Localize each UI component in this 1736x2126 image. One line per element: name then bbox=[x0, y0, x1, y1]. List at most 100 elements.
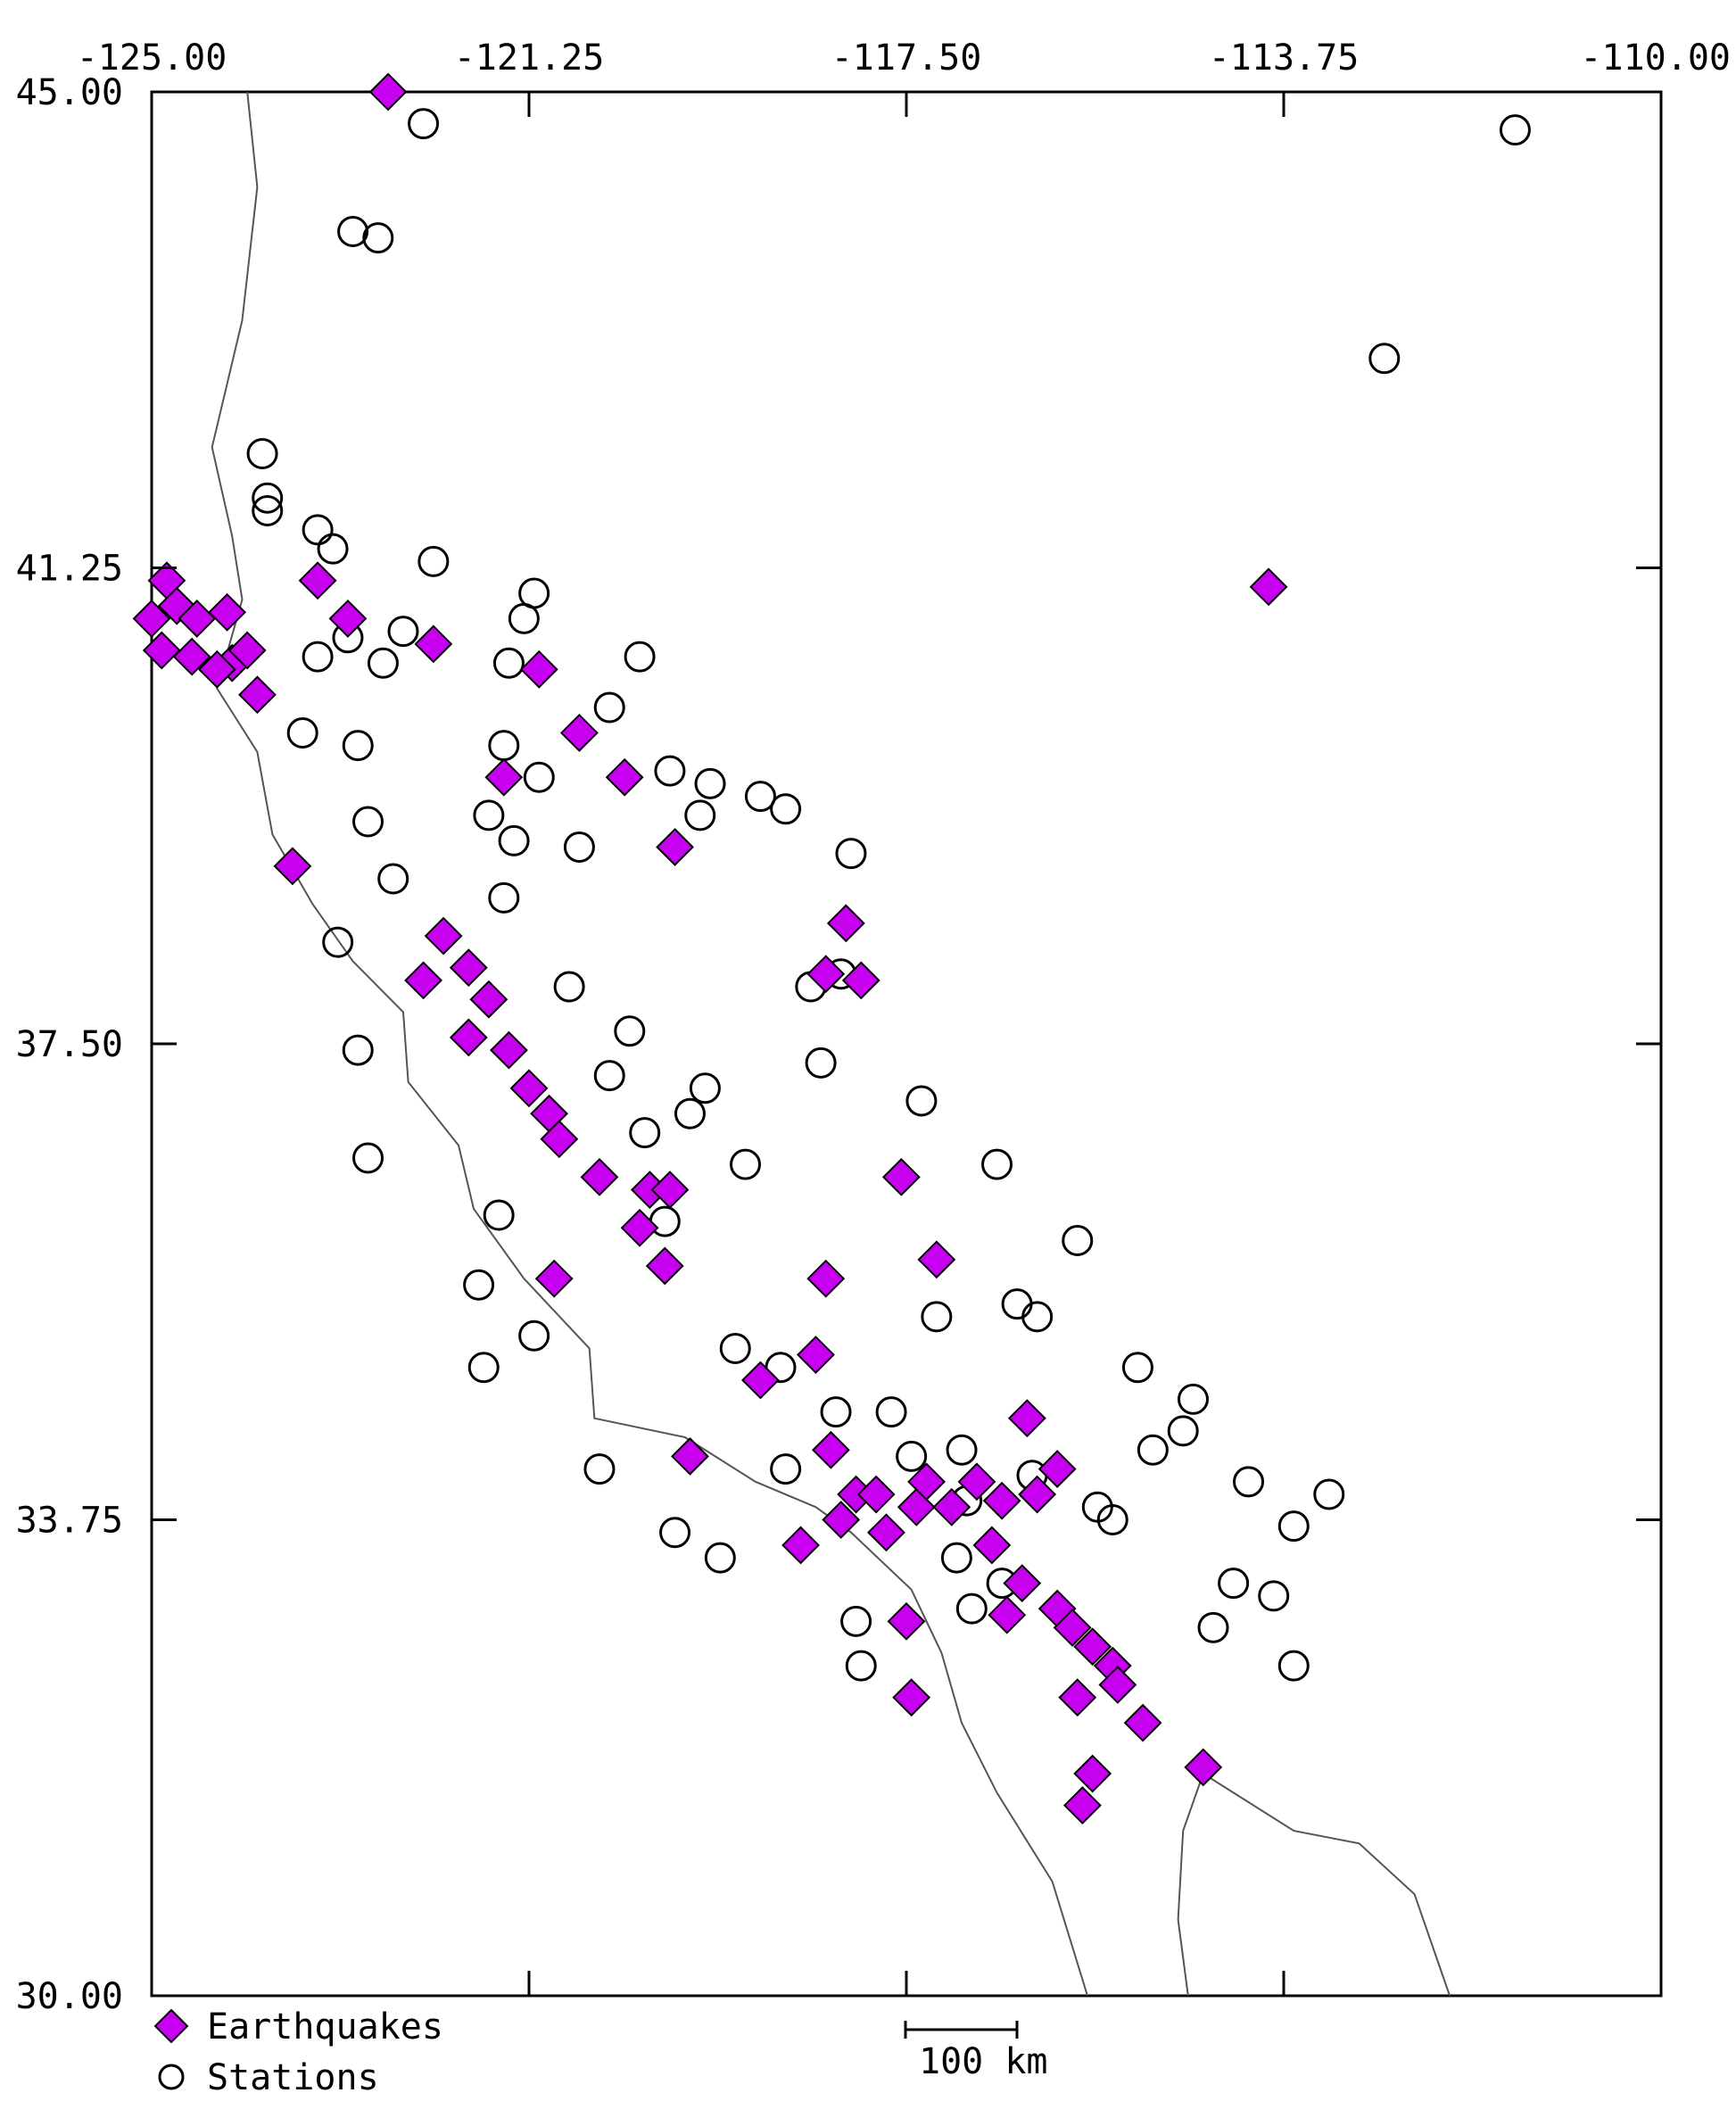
station-marker bbox=[1277, 1510, 1310, 1543]
station-marker bbox=[362, 222, 394, 254]
y-tick-label: 30.00 bbox=[16, 1976, 123, 2017]
earthquake-marker bbox=[273, 847, 312, 886]
earthquake-marker bbox=[841, 961, 880, 1000]
earthquake-marker bbox=[650, 1171, 690, 1210]
earthquake-marker bbox=[1098, 1666, 1137, 1704]
earthquake-marker bbox=[1062, 1786, 1102, 1825]
station-marker bbox=[1277, 1650, 1310, 1682]
y-tick-label: 37.50 bbox=[16, 1024, 123, 1065]
station-marker bbox=[342, 730, 374, 762]
station-marker bbox=[246, 437, 278, 469]
y-tick-label: 33.75 bbox=[16, 1501, 123, 1542]
station-marker bbox=[1233, 1466, 1265, 1498]
station-marker bbox=[921, 1301, 953, 1333]
station-marker bbox=[1021, 1301, 1054, 1333]
station-marker bbox=[563, 831, 595, 863]
station-marker bbox=[408, 108, 440, 140]
earthquake-marker bbox=[540, 1120, 579, 1159]
station-marker bbox=[770, 793, 802, 825]
station-marker bbox=[946, 1434, 978, 1466]
earthquake-legend-icon bbox=[153, 2008, 189, 2044]
gulf-coastline bbox=[1177, 1772, 1451, 1997]
earthquake-marker bbox=[328, 599, 368, 638]
station-marker bbox=[684, 799, 716, 831]
earthquake-marker bbox=[917, 1240, 956, 1279]
earthquake-marker bbox=[867, 1513, 905, 1552]
earthquake-marker bbox=[1123, 1703, 1162, 1742]
earthquake-marker bbox=[509, 1069, 549, 1108]
station-marker bbox=[770, 1453, 802, 1485]
station-marker bbox=[417, 545, 450, 577]
station-marker bbox=[805, 1046, 837, 1079]
earthquake-legend-label: Earthquakes bbox=[207, 2006, 443, 2047]
station-marker bbox=[252, 494, 284, 526]
station-marker bbox=[845, 1650, 877, 1682]
earthquake-marker bbox=[982, 1481, 1021, 1520]
earthquake-marker bbox=[907, 1462, 946, 1501]
earthquake-marker bbox=[1058, 1678, 1097, 1717]
station-marker bbox=[593, 691, 625, 724]
station-marker bbox=[1137, 1434, 1169, 1466]
earthquake-marker bbox=[519, 649, 558, 689]
station-legend-icon bbox=[158, 2064, 185, 2090]
earthquake-marker bbox=[811, 1430, 850, 1469]
station-marker bbox=[840, 1605, 872, 1637]
station-marker bbox=[1258, 1580, 1290, 1612]
earthquake-marker bbox=[534, 1259, 574, 1298]
earthquake-marker bbox=[806, 1259, 846, 1298]
station-marker bbox=[674, 1097, 706, 1129]
station-marker bbox=[342, 1034, 374, 1066]
earthquake-marker bbox=[298, 561, 337, 600]
station-marker bbox=[317, 533, 349, 565]
station-marker bbox=[955, 1592, 988, 1625]
station-marker bbox=[322, 926, 354, 958]
earthquake-marker bbox=[620, 1208, 659, 1247]
earthquake-marker bbox=[645, 1246, 684, 1286]
station-marker bbox=[352, 806, 384, 838]
pacific-coastline bbox=[211, 91, 1088, 1997]
earthquake-marker bbox=[887, 1601, 926, 1641]
x-tick-label: -121.25 bbox=[454, 37, 605, 79]
station-marker bbox=[252, 482, 284, 514]
x-tick-label: -125.00 bbox=[77, 37, 227, 79]
earthquakes-layer bbox=[132, 72, 1288, 1825]
station-marker bbox=[467, 1352, 500, 1384]
earthquake-marker bbox=[559, 714, 599, 752]
station-marker bbox=[1001, 1288, 1033, 1320]
earthquake-marker bbox=[881, 1157, 921, 1196]
station-marker bbox=[659, 1517, 691, 1549]
earthquake-marker bbox=[656, 828, 694, 866]
earthquake-marker bbox=[197, 649, 236, 689]
earthquake-marker bbox=[822, 1501, 861, 1539]
earthquake-marker bbox=[972, 1526, 1012, 1565]
earthquake-marker bbox=[741, 1361, 780, 1400]
station-marker bbox=[286, 716, 318, 749]
x-tick-label: -113.75 bbox=[1209, 37, 1360, 79]
legend: Earthquakes Stations bbox=[153, 2006, 443, 2098]
scale-bar-label: 100 km bbox=[919, 2041, 1048, 2082]
earthquake-marker bbox=[414, 625, 453, 664]
earthquake-marker bbox=[449, 948, 488, 988]
station-marker bbox=[629, 1117, 661, 1149]
station-marker bbox=[1197, 1611, 1229, 1643]
station-marker bbox=[1218, 1568, 1250, 1600]
station-marker bbox=[498, 824, 530, 856]
station-marker bbox=[518, 1319, 550, 1352]
station-marker bbox=[730, 1148, 762, 1180]
station-marker bbox=[302, 641, 334, 673]
station-marker bbox=[488, 730, 520, 762]
station-marker bbox=[896, 1440, 928, 1472]
coastline bbox=[211, 91, 1451, 1997]
earthquake-marker bbox=[671, 1436, 709, 1476]
station-marker bbox=[583, 1453, 616, 1485]
station-marker bbox=[553, 971, 585, 1003]
scale-bar: 100 km bbox=[904, 2021, 1048, 2082]
axis-layer: -125.00 -121.25 -117.50 -113.75 -110.00 45.00… bbox=[16, 37, 1731, 2017]
station-marker bbox=[835, 838, 867, 870]
earthquake-marker bbox=[781, 1526, 820, 1565]
earthquake-marker bbox=[484, 757, 524, 797]
earthquake-marker bbox=[856, 1475, 896, 1514]
earthquake-marker bbox=[238, 675, 277, 715]
earthquake-marker bbox=[1073, 1754, 1112, 1793]
earthquake-marker bbox=[1184, 1748, 1223, 1787]
